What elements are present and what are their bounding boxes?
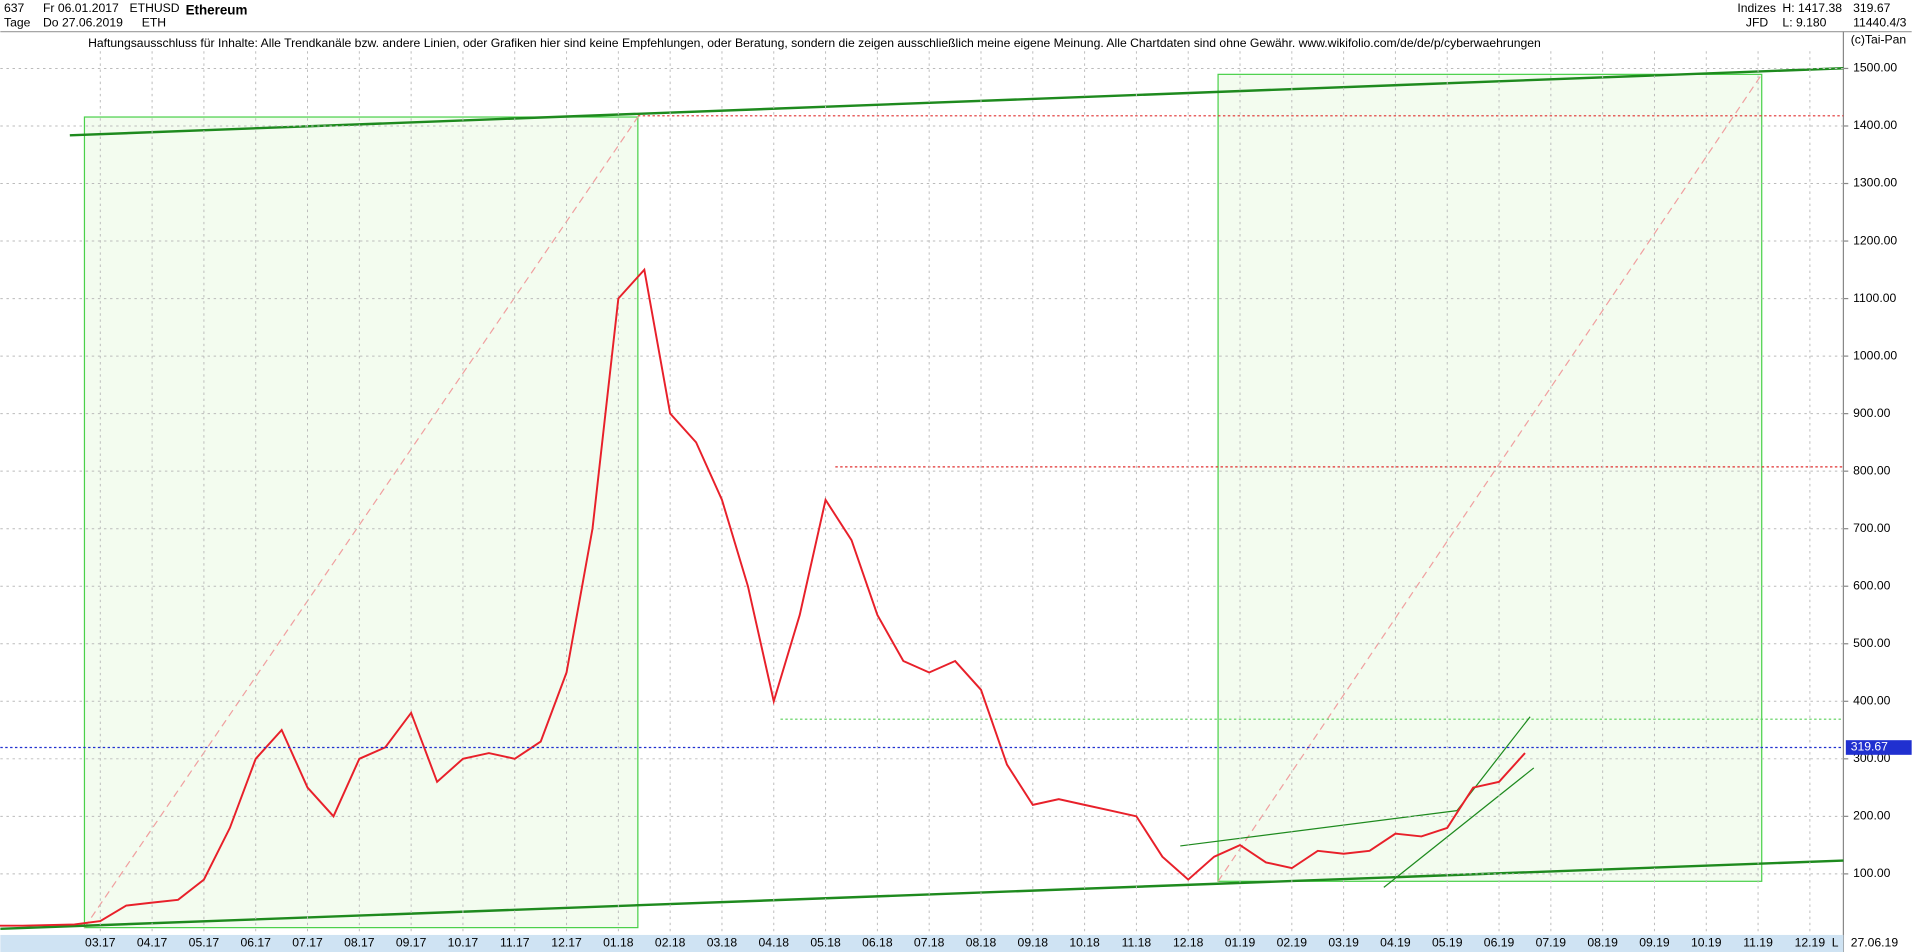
symbol: ETHUSD <box>130 1 180 15</box>
y-tick-label: 800.00 <box>1853 463 1890 477</box>
y-tick-label: 100.00 <box>1853 866 1890 880</box>
x-tick-label: 01.19 <box>1225 936 1256 950</box>
drawings <box>0 67 1844 931</box>
x-tick-label: 11.19 <box>1743 936 1773 950</box>
current-price-box <box>1845 740 1912 755</box>
y-tick-label: 700.00 <box>1853 521 1890 535</box>
low: L: 9.180 <box>1782 15 1826 29</box>
x-tick-label: 06.17 <box>240 936 271 950</box>
x-tick-label: 07.19 <box>1536 936 1567 950</box>
y-tick-label: 200.00 <box>1853 809 1890 823</box>
price-line <box>0 267 1526 927</box>
x-tick-label: 05.19 <box>1432 936 1463 950</box>
x-tick-label: 04.17 <box>137 936 168 950</box>
y-tick-label: 900.00 <box>1853 406 1890 420</box>
x-tick-label: 10.19 <box>1691 936 1722 950</box>
x-tick-label: 11.17 <box>500 936 530 950</box>
copyright: (c)Tai-Pan <box>1851 32 1906 46</box>
diagonal <box>83 116 639 928</box>
x-tick-label: 04.19 <box>1380 936 1411 950</box>
x-tick-label: 07.18 <box>914 936 945 950</box>
x-tick-label: 12.17 <box>551 936 582 950</box>
y-tick-label: 500.00 <box>1853 636 1890 650</box>
y-tick-label: 1400.00 <box>1853 118 1897 132</box>
x-tick-label: 06.19 <box>1484 936 1515 950</box>
current-price-label: 319.67 <box>1851 740 1888 754</box>
x-tick-label: 12.18 <box>1173 936 1204 950</box>
x-tick-label: 05.18 <box>810 936 841 950</box>
header: 637 Fr 06.01.2017 Tage Do 27.06.2019 ETH… <box>0 1 1912 50</box>
box-right <box>1217 73 1763 882</box>
group: Indizes <box>1737 1 1776 15</box>
period[interactable]: Tage <box>4 15 31 29</box>
diagonal <box>1217 74 1763 882</box>
x-tick-label: 02.18 <box>655 936 686 950</box>
extra: 11440.4/3 <box>1853 15 1906 29</box>
x-tick-label: 11.18 <box>1122 936 1152 950</box>
disclaimer: Haftungsausschluss für Inhalte: Alle Tre… <box>88 36 1541 50</box>
x-tick-label: 03.17 <box>85 936 116 950</box>
trend-upper <box>69 67 1844 137</box>
x-tick-label: 01.18 <box>603 936 634 950</box>
channel <box>1383 767 1535 888</box>
footer-date: 27.06.19 <box>1851 936 1899 950</box>
bar-count[interactable]: 637 <box>4 1 25 15</box>
channel <box>1180 809 1458 847</box>
x-tick-label: 10.18 <box>1069 936 1100 950</box>
y-tick-label: 1100.00 <box>1853 291 1896 305</box>
x-tick-label: 04.18 <box>759 936 790 950</box>
x-tick-label: 02.19 <box>1277 936 1308 950</box>
x-tick-label: 06.18 <box>862 936 893 950</box>
x-tick-label: 08.18 <box>966 936 997 950</box>
symbol-short: ETH <box>142 15 166 29</box>
y-tick-label: 400.00 <box>1853 694 1890 708</box>
y-tick-label: 1500.00 <box>1853 61 1897 75</box>
y-tick-label: 1200.00 <box>1853 233 1897 247</box>
x-tick-label: 07.17 <box>292 936 323 950</box>
x-tick-label: 09.18 <box>1018 936 1049 950</box>
x-tick-label: 03.18 <box>707 936 738 950</box>
x-tick-label: 10.17 <box>448 936 479 950</box>
x-tick-label: 12.19 <box>1795 936 1826 950</box>
y-tick-label: 1300.00 <box>1853 176 1897 190</box>
end-date[interactable]: Do 27.06.2019 <box>43 15 123 29</box>
x-tick-label: 09.19 <box>1639 936 1670 950</box>
close: 319.67 <box>1853 1 1890 15</box>
x-tick-label: 03.19 <box>1328 936 1359 950</box>
high: H: 1417.38 <box>1782 1 1842 15</box>
x-tick-label: 08.19 <box>1587 936 1618 950</box>
plot: 100.00200.00300.00400.00500.00600.00700.… <box>0 51 1912 950</box>
x-tick-label: 09.17 <box>396 936 427 950</box>
source: JFD <box>1746 15 1769 29</box>
footer-mode: L <box>1832 936 1839 950</box>
x-tick-label: 08.17 <box>344 936 375 950</box>
y-tick-label: 600.00 <box>1853 578 1890 592</box>
x-tick-label: 05.17 <box>189 936 220 950</box>
y-tick-label: 1000.00 <box>1853 348 1897 362</box>
instrument-name: Ethereum <box>186 3 248 18</box>
x-axis-band <box>0 934 1844 952</box>
start-date[interactable]: Fr 06.01.2017 <box>43 1 119 15</box>
